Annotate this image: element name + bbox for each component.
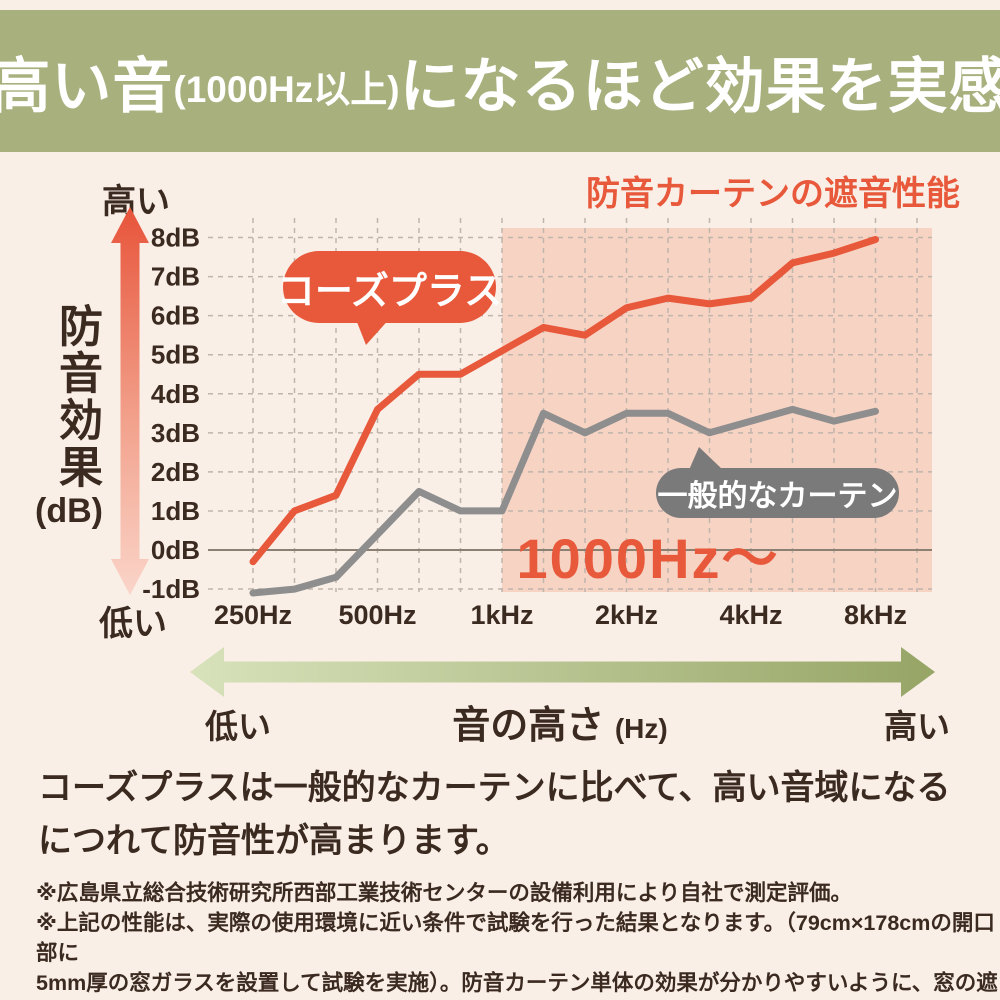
banner: 高い音 (1000Hz以上) になるほど効果を実感: [0, 10, 1000, 152]
x-tick-label: 4kHz: [719, 600, 782, 630]
y-tick-label: 0dB: [151, 535, 200, 565]
y-tick-label: 2dB: [151, 457, 200, 487]
y-axis-title: 防音効果: [52, 303, 101, 491]
y-tick-label: 5dB: [151, 340, 200, 370]
horizontal-gradient-arrow-icon: [190, 647, 935, 697]
bubble-general-curtain: 一般的なカーテン: [656, 447, 899, 518]
x-tick-label: 2kHz: [595, 600, 658, 630]
y-tick-label: 6dB: [151, 301, 200, 331]
y-axis-unit: (dB): [35, 492, 103, 530]
x-axis-high-label: 高い: [884, 708, 950, 745]
y-tick-label: 8dB: [151, 223, 200, 253]
y-axis-high-label: 高い: [102, 183, 170, 221]
x-axis-title-text: 音の高さ: [452, 705, 605, 747]
banner-text-main1: 高い音: [0, 52, 174, 120]
y-axis-low-label: 低い: [99, 605, 167, 643]
x-tick-label: 8kHz: [844, 600, 907, 630]
y-tick-label: 7dB: [151, 262, 200, 292]
bubble-cozeplus: コーズプラス: [277, 251, 502, 345]
y-tick-label: 4dB: [151, 379, 200, 409]
vertical-gradient-arrow-icon: [111, 207, 149, 595]
chart-title: 防音カーテンの遮音性能: [586, 175, 960, 213]
y-tick-label: 3dB: [151, 418, 200, 448]
x-axis-low-label: 低い: [205, 708, 271, 745]
x-axis-unit: (Hz): [614, 713, 668, 744]
x-tick-label: 250Hz: [214, 600, 292, 630]
x-tick-label: 1kHz: [470, 600, 533, 630]
banner-text-sub: (1000Hz以上): [173, 69, 400, 110]
banner-text-main2: になるほど効果を実感: [399, 52, 1000, 120]
y-tick-label: 1dB: [151, 496, 200, 526]
highlight-region: [502, 228, 932, 592]
x-tick-label: 500Hz: [338, 600, 416, 630]
statement: コーズプラスは一般的なカーテンに比べて、高い音域になる につれて防音性が高まりま…: [38, 769, 951, 860]
footnotes: ※広島県立総合技術研究所西部工業技術センターの設備利用により自社で測定評価。 ※…: [36, 881, 998, 996]
x-axis-title: 音の高さ (Hz): [390, 694, 730, 749]
highlight-label: 1000Hz〜: [516, 527, 779, 590]
